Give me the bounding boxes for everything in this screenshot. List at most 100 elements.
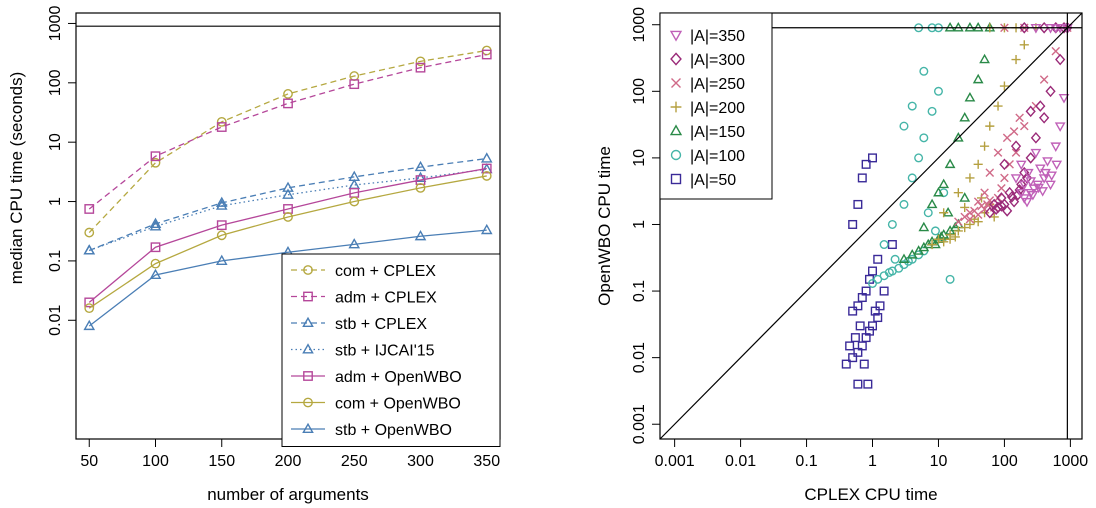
left-x-tick-label: 200 [275, 453, 302, 470]
right-data-point [1015, 188, 1027, 199]
right-data-point [1050, 142, 1062, 152]
left-data-point [83, 244, 96, 255]
right-data-point [973, 197, 983, 206]
left-legend-marker [303, 291, 313, 302]
right-data-point [985, 196, 995, 205]
right-data-point [1045, 85, 1056, 98]
right-y-tick-label: 0.01 [631, 342, 648, 373]
left-legend-label: stb + OpenWBO [335, 422, 452, 439]
right-data-point [1019, 21, 1030, 34]
right-legend-label: |A|=350 [690, 28, 745, 45]
right-data-point [954, 217, 963, 227]
right-data-point [899, 199, 909, 209]
left-data-point [215, 254, 228, 265]
left-data-point [414, 171, 427, 182]
right-x-tick-label: 0.01 [725, 453, 756, 470]
right-data-point [855, 321, 865, 331]
left-legend-label: com + CPLEX [335, 263, 436, 280]
left-data-point [414, 230, 427, 241]
right-x-axis-label: CPLEX CPU time [804, 485, 937, 504]
left-data-point [149, 217, 162, 228]
right-data-point [996, 200, 1007, 212]
left-data-point [150, 258, 161, 269]
right-legend-marker [670, 52, 682, 66]
left-data-point [149, 268, 162, 280]
right-data-point [848, 219, 858, 229]
right-data-point [999, 81, 1009, 91]
right-legend-marker [669, 124, 683, 136]
right-data-point [879, 240, 889, 250]
left-legend-label: stb + CPLEX [335, 316, 427, 333]
right-data-point [1019, 121, 1029, 131]
left-series-line [88, 229, 487, 327]
right-data-point [1028, 184, 1040, 195]
right-data-point [983, 200, 992, 209]
right-data-point [887, 219, 897, 229]
left-data-point [83, 319, 96, 331]
right-data-point [868, 321, 878, 331]
right-data-point [841, 359, 851, 369]
right-legend-label: |A|=50 [690, 172, 736, 189]
right-data-point [965, 214, 975, 224]
right-data-point [930, 226, 940, 236]
right-data-point [939, 237, 949, 247]
left-data-point [216, 116, 227, 127]
right-data-point [950, 232, 960, 242]
right-data-point [861, 159, 871, 169]
left-data-point [414, 160, 427, 172]
right-data-point [850, 333, 860, 343]
left-y-tick-label: 1000 [47, 6, 64, 42]
right-data-point [953, 188, 963, 198]
right-x-tick-label: 1000 [1053, 453, 1089, 470]
right-data-point [859, 359, 869, 369]
right-data-point [918, 221, 930, 232]
left-data-point [283, 98, 293, 109]
right-data-point [959, 112, 971, 122]
left-data-point [84, 297, 95, 308]
left-series-line [89, 168, 487, 252]
right-y-tick-label: 0.1 [631, 280, 648, 302]
right-data-point [1002, 205, 1013, 217]
right-data-point [1015, 160, 1027, 171]
right-legend-marker [670, 149, 682, 161]
right-data-point [923, 208, 933, 218]
right-data-point [993, 148, 1003, 157]
left-data-point [415, 56, 426, 67]
left-x-tick-label: 300 [407, 453, 434, 470]
left-legend-marker [303, 265, 313, 275]
right-legend-label: |A|=100 [690, 148, 745, 165]
right-data-point [964, 91, 976, 102]
right-data-point [927, 106, 937, 116]
right-data-point [965, 173, 975, 183]
left-data-point [150, 242, 161, 253]
right-x-tick-label: 0.1 [795, 453, 817, 470]
left-series-line [88, 49, 487, 234]
right-data-point [960, 222, 970, 233]
right-data-point [848, 306, 858, 316]
right-data-point [980, 141, 990, 151]
left-x-tick-label: 350 [473, 453, 500, 470]
left-x-tick-label: 150 [208, 453, 235, 470]
right-data-point [960, 202, 970, 213]
left-data-point [150, 151, 161, 162]
right-data-point [868, 153, 878, 163]
left-legend-marker [303, 371, 313, 381]
right-y-tick-label: 100 [631, 78, 648, 105]
right-data-point [985, 168, 995, 177]
left-data-point [282, 188, 294, 199]
left-data-point [480, 223, 493, 235]
right-data-point [985, 121, 995, 131]
right-x-tick-label: 0.001 [655, 453, 695, 470]
left-series-line [88, 175, 487, 309]
right-data-point [1045, 180, 1056, 191]
right-data-point [1034, 164, 1046, 175]
right-data-point [870, 306, 880, 316]
right-data-point [845, 341, 855, 351]
right-legend-label: |A|=200 [690, 100, 745, 117]
right-legend-label: |A|=150 [690, 124, 745, 141]
right-data-point [1039, 75, 1049, 84]
left-legend-label: stb + IJCAI'15 [335, 343, 435, 360]
right-data-point [919, 66, 929, 76]
right-chart: 0.001 0.01 0.1 1 10 100 1000 0.001 0.01 0.1 1 10 100… [595, 7, 1088, 504]
